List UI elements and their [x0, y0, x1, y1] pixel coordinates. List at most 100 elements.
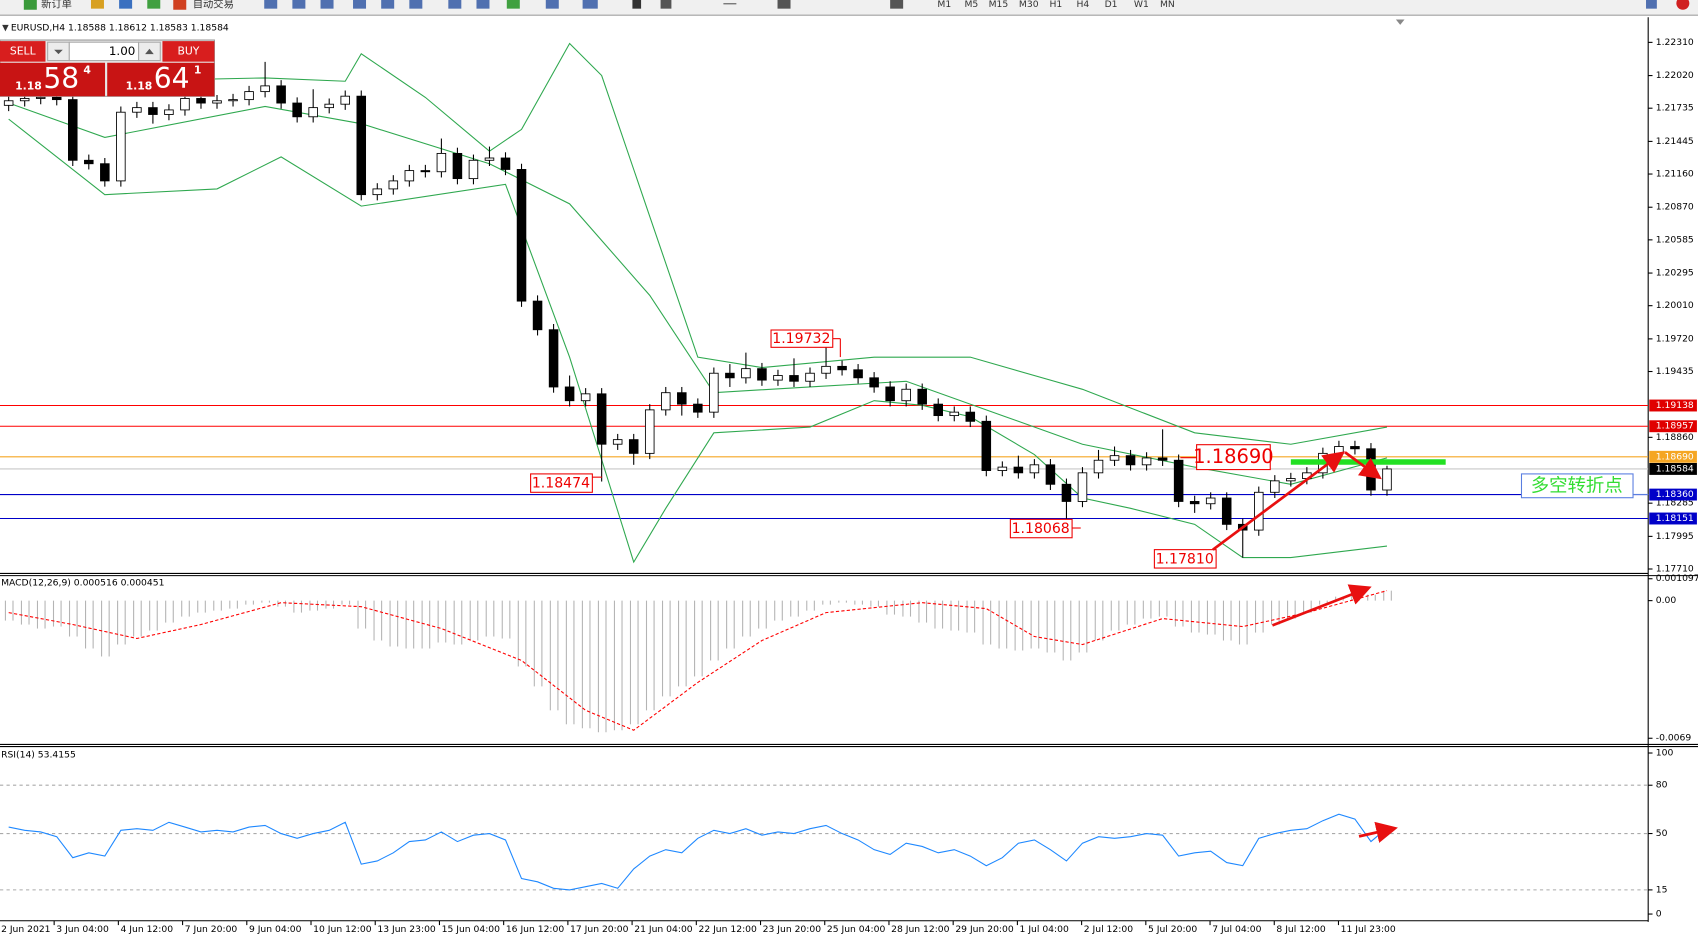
annotation-label: 1.18068: [1012, 521, 1070, 537]
candle-body: [981, 420, 992, 471]
tool-icon[interactable]: [890, 0, 904, 9]
search-icon[interactable]: [1646, 0, 1657, 9]
trend-arrow: [1212, 451, 1345, 551]
price-level-tag: [1649, 399, 1697, 412]
annotation-box: [770, 329, 834, 348]
candle-body: [116, 111, 126, 182]
timeframe-button[interactable]: M5: [964, 0, 978, 10]
tool-icon[interactable]: [292, 0, 306, 9]
tool-icon[interactable]: [353, 0, 367, 9]
candle-body: [51, 96, 62, 101]
candle-body: [885, 386, 895, 402]
symbol-header: EURUSD,H4 1.18588 1.18612 1.18583 1.1858…: [11, 23, 229, 34]
x-tick-label: 11 Jul 23:00: [1341, 924, 1396, 935]
price-level-tag: [1649, 488, 1697, 501]
candle-body: [644, 409, 655, 454]
candle-body: [260, 85, 270, 93]
timeframe-button[interactable]: H4: [1077, 0, 1090, 10]
price-pips: 58: [43, 62, 79, 95]
y-tick-label: 1.22310: [1656, 37, 1694, 48]
candle-body: [805, 372, 815, 382]
lot-value[interactable]: 1.00: [109, 44, 135, 58]
timeframe-button[interactable]: W1: [1134, 0, 1149, 10]
sell-button[interactable]: [0, 41, 46, 62]
y-tick-label: 80: [1656, 780, 1668, 791]
annotation-box: [1153, 549, 1217, 569]
tool-icon[interactable]: [660, 0, 672, 9]
x-tick-label: 7 Jul 04:00: [1212, 924, 1261, 935]
buy-label[interactable]: BUY: [177, 44, 199, 57]
notification-badge[interactable]: [1676, 0, 1690, 10]
candle-body: [1029, 464, 1040, 474]
candle-body: [1286, 478, 1296, 482]
x-tick-label: 28 Jun 12:00: [891, 924, 950, 935]
plot-area: MACD(12,26,9) 0.000516 0.000451 RSI(14) 5…: [0, 42, 1649, 891]
tool-icon[interactable]: [476, 0, 490, 9]
candle-body: [1125, 455, 1136, 466]
candle-body: [949, 411, 960, 417]
auto-trading-icon[interactable]: [173, 0, 187, 10]
auto-trading-button[interactable]: 自动交易: [193, 0, 234, 10]
timeframe-button[interactable]: H1: [1049, 0, 1062, 10]
candle-body: [1189, 501, 1200, 505]
toolbar: [0, 0, 1698, 16]
price-level-label: 1.18957: [1656, 421, 1694, 432]
sell-price-box[interactable]: [0, 62, 106, 97]
tool-icon[interactable]: [582, 0, 598, 9]
chart-shift-marker: [1395, 19, 1405, 25]
annotation-label: 1.18690: [1193, 445, 1274, 468]
new-order-button[interactable]: 新订单: [41, 0, 72, 10]
x-tick-label: 17 Jun 20:00: [570, 924, 629, 935]
candle-body: [901, 388, 911, 402]
price-level-tag: [1649, 462, 1697, 475]
timeframe-button[interactable]: M1: [937, 0, 951, 10]
tool-icon[interactable]: [448, 0, 462, 9]
toolbar-icons: [264, 0, 1690, 10]
tool-icon[interactable]: [632, 0, 642, 9]
tool-icon[interactable]: [777, 0, 791, 9]
x-tick-label: 13 Jun 23:00: [377, 924, 436, 935]
tool-icon[interactable]: [506, 0, 520, 9]
sell-label[interactable]: SELL: [10, 44, 36, 57]
y-tick-label: 0.001097: [1656, 573, 1698, 584]
tool-icon[interactable]: [90, 0, 104, 9]
candle-body: [1382, 468, 1392, 491]
tool-icon[interactable]: [147, 0, 161, 9]
candle-body: [933, 403, 943, 417]
tool-icon[interactable]: [119, 0, 133, 9]
lot-down-arrow: [54, 49, 63, 55]
new-order-icon[interactable]: [23, 0, 37, 10]
axes: 1.22310 1.22020 1.21735 1.21445 1.21160 1.208…: [1, 37, 1698, 935]
y-tick-label: 1.20295: [1656, 268, 1694, 279]
tool-icon[interactable]: [320, 0, 334, 9]
candle-body: [628, 439, 639, 454]
timeframe-button[interactable]: M15: [989, 0, 1009, 10]
candle-body: [484, 157, 495, 161]
candle-body: [180, 98, 190, 111]
buy-price-box[interactable]: [107, 62, 215, 97]
buy-button[interactable]: [162, 41, 215, 62]
tool-icon[interactable]: [381, 0, 395, 9]
indicator-label: RSI(14) 53.4155: [1, 750, 76, 761]
candle-body: [596, 393, 607, 445]
tool-icon[interactable]: [264, 0, 278, 9]
tool-icon[interactable]: [409, 0, 423, 9]
y-tick-label: -0.0069: [1656, 733, 1692, 744]
timeframe-button[interactable]: D1: [1105, 0, 1118, 10]
y-tick-label: 1.18285: [1656, 498, 1694, 509]
candle-body: [132, 107, 142, 113]
timeframe-button[interactable]: M30: [1019, 0, 1039, 10]
candle-body: [468, 159, 479, 180]
y-tick-label: 1.20585: [1656, 234, 1694, 245]
candle-body: [1013, 466, 1024, 474]
x-tick-label: 10 Jun 12:00: [313, 924, 372, 935]
price-level-tag: [1649, 512, 1697, 525]
candle-body: [100, 163, 110, 182]
tool-icon[interactable]: [545, 0, 559, 9]
candle-body: [404, 170, 415, 182]
candle-body: [997, 466, 1008, 471]
tool-icon[interactable]: [723, 3, 737, 5]
price-prefix: 1.18: [15, 80, 42, 93]
timeframe-button[interactable]: MN: [1160, 0, 1175, 10]
price-fraction: 1: [194, 63, 202, 76]
